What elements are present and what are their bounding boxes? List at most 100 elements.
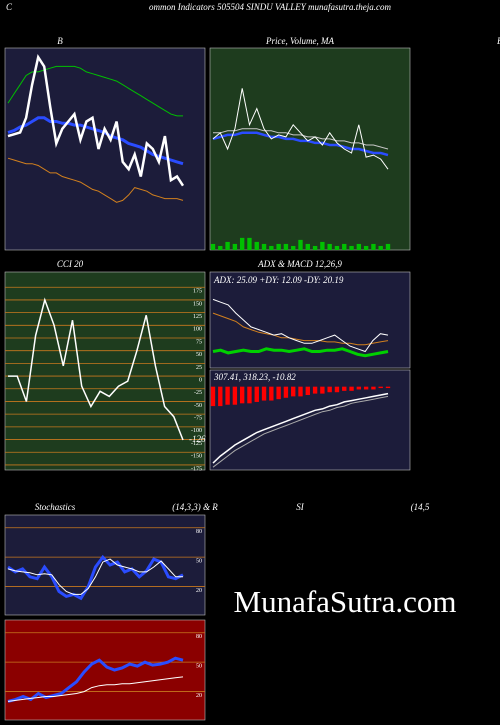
- panel-subtitle: (14,3,3) & R: [172, 502, 218, 512]
- panel-title: Price, Volume, MA: [265, 36, 334, 46]
- panel: [4, 47, 206, 251]
- series-line: [212, 392, 389, 464]
- bar: [298, 239, 303, 250]
- bar: [305, 386, 310, 395]
- bar: [334, 245, 340, 250]
- y-tick-label: -50: [194, 403, 202, 409]
- bar: [261, 386, 267, 401]
- bar: [210, 243, 216, 250]
- y-tick-label: 50: [196, 352, 202, 358]
- bar: [218, 386, 223, 407]
- y-tick-label: 25: [196, 365, 202, 371]
- panel: [209, 369, 411, 471]
- bar: [269, 386, 274, 401]
- y-tick-label: -175: [191, 466, 202, 472]
- bar: [320, 386, 325, 394]
- header-left: C: [6, 2, 13, 12]
- bar: [239, 237, 245, 250]
- bar: [356, 243, 362, 250]
- series-line: [212, 131, 389, 157]
- bar: [327, 386, 332, 393]
- y-tick-label: 150: [193, 301, 202, 307]
- bar: [298, 386, 303, 397]
- panel-title: Stochastics: [35, 502, 76, 512]
- bar: [349, 386, 354, 391]
- bar: [232, 243, 238, 250]
- bar: [342, 243, 347, 250]
- bar: [247, 237, 252, 250]
- bar: [385, 386, 391, 389]
- panel: [209, 47, 411, 251]
- watermark: MunafaSutra.com: [234, 584, 457, 619]
- bar: [363, 386, 369, 390]
- panel-annotation: 307.41, 318.23, -10.82: [213, 372, 296, 382]
- y-tick-label: 125: [193, 314, 202, 320]
- header-title: ommon Indicators 505504 SINDU VALLEY mun…: [149, 2, 392, 12]
- y-tick-label: -125: [191, 441, 202, 447]
- bar: [378, 245, 383, 250]
- value-label: -126: [189, 434, 206, 444]
- series-line: [8, 297, 184, 441]
- bar: [254, 386, 259, 402]
- bar: [283, 386, 289, 398]
- y-tick-label: -100: [191, 428, 202, 434]
- bar: [210, 386, 216, 407]
- bar: [320, 241, 325, 250]
- bar: [218, 245, 223, 250]
- header-right: B: [497, 36, 500, 46]
- bar: [342, 386, 347, 391]
- bar: [327, 243, 332, 250]
- bar: [371, 386, 376, 390]
- panel-title: B: [57, 36, 63, 46]
- series-line: [7, 558, 183, 595]
- series-line: [7, 157, 184, 203]
- bar: [225, 386, 230, 405]
- series-line: [212, 298, 389, 353]
- bar: [239, 386, 245, 404]
- y-tick-label: 20: [196, 588, 202, 594]
- bar: [225, 241, 230, 250]
- bar: [378, 386, 383, 389]
- y-tick-label: 100: [193, 327, 202, 333]
- y-tick-label: -150: [191, 454, 202, 460]
- series-line: [213, 128, 389, 150]
- y-tick-label: 75: [196, 339, 202, 345]
- bar: [291, 245, 296, 250]
- series-line: [212, 88, 389, 170]
- y-tick-label: -25: [194, 390, 202, 396]
- bar: [276, 386, 281, 400]
- series-line: [212, 395, 389, 468]
- y-tick-label: 0: [199, 377, 202, 383]
- y-tick-label: -75: [194, 416, 202, 422]
- bar: [349, 245, 354, 250]
- y-tick-label: 50: [196, 559, 202, 565]
- panel: [4, 271, 206, 471]
- series-line: [212, 347, 389, 358]
- bar: [312, 386, 318, 394]
- y-tick-label: 80: [196, 634, 202, 640]
- bar: [232, 386, 238, 405]
- bar: [291, 386, 296, 397]
- series-line: [7, 554, 184, 601]
- panel-title: SI: [296, 502, 305, 512]
- y-tick-label: 50: [196, 664, 202, 670]
- bar: [312, 245, 318, 250]
- bar: [371, 243, 376, 250]
- y-tick-label: 175: [193, 289, 202, 295]
- bar: [261, 243, 267, 250]
- y-tick-label: 20: [196, 693, 202, 699]
- panel-subtitle: (14,5: [411, 502, 430, 512]
- panel-annotation: ADX: 25.09 +DY: 12.09 -DY: 20.19: [213, 275, 344, 285]
- panel: [4, 619, 206, 721]
- bar: [356, 386, 362, 390]
- bar: [334, 386, 340, 393]
- bar: [254, 241, 259, 250]
- series-line: [7, 54, 185, 187]
- series-line: [7, 65, 183, 117]
- panel: [4, 514, 206, 616]
- bar: [269, 245, 274, 250]
- bar: [276, 243, 281, 250]
- bar: [247, 386, 252, 404]
- bar: [385, 243, 391, 250]
